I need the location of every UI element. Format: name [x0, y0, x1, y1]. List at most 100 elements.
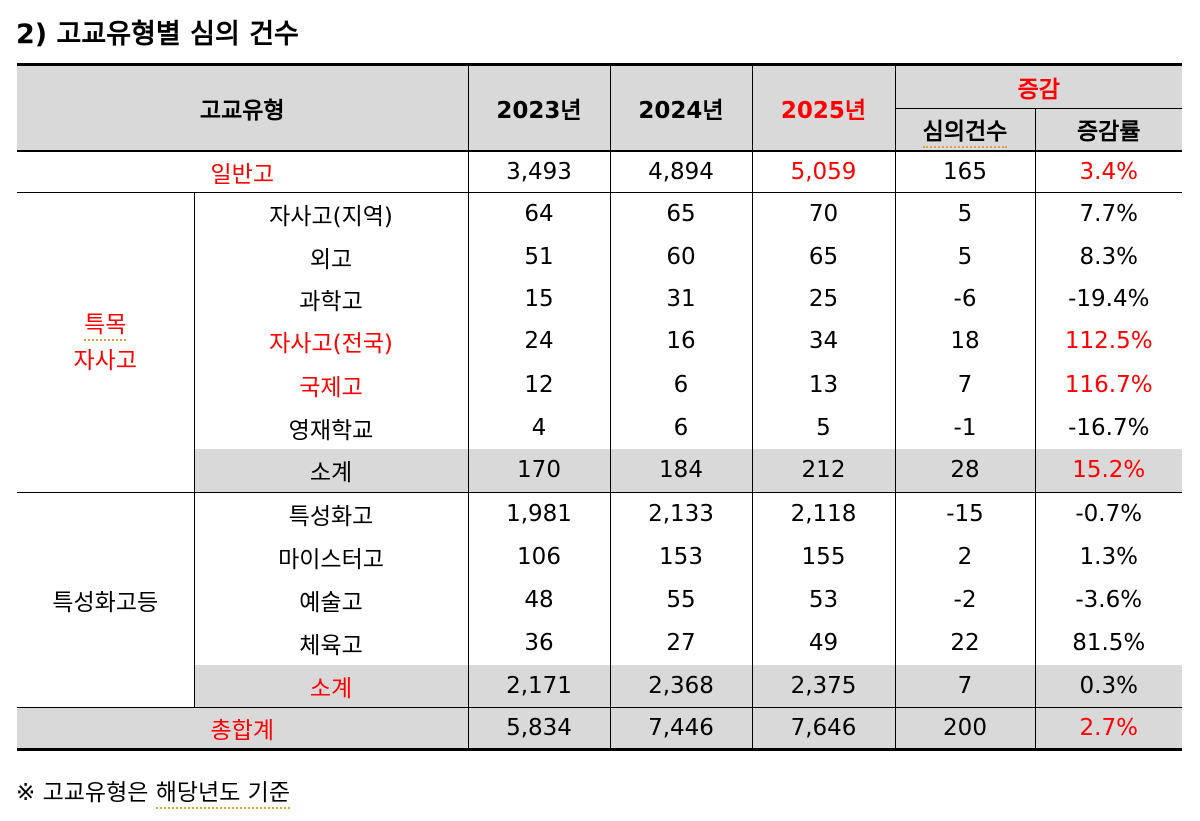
row-label: 소계: [193, 664, 469, 708]
cell-2023: 3,493: [467, 150, 611, 193]
cell-2025: 7,646: [751, 707, 896, 750]
group-label-line2: 자사고: [73, 347, 137, 374]
header-count: 심의건수: [894, 108, 1036, 151]
row-label-total: 총합계: [17, 707, 469, 750]
cell-rate: 8.3%: [1034, 234, 1182, 279]
row-label: 자사고(전국): [193, 319, 469, 363]
table-row: 특목 자사고 자사고(지역) 64 65 70 5 7.7%: [17, 192, 1182, 493]
total-row: 총합계 5,834 7,446 7,646 200 2.7%: [17, 707, 1182, 750]
table-row: 외고 51 60 65 5 8.3%: [17, 234, 1182, 279]
cell-2023: 64: [467, 192, 611, 235]
cell-count: -2: [894, 578, 1036, 622]
cell-count: -6: [894, 278, 1036, 320]
cell-2023: 106: [467, 534, 611, 579]
cell-2025: 70: [751, 192, 896, 235]
header-type: 고교유형: [17, 64, 469, 151]
cell-2024: 6: [609, 406, 753, 449]
row-label: 영재학교: [193, 406, 469, 449]
page-title: 2) 고교유형별 심의 건수: [16, 19, 299, 50]
row-label: 과학고: [193, 278, 469, 320]
cell-2025: 13: [751, 362, 896, 407]
cell-rate: 15.2%: [1034, 448, 1182, 493]
row-label-general: 일반고: [17, 150, 469, 193]
cell-2024: 27: [609, 621, 753, 665]
cell-count: 200: [894, 707, 1036, 750]
row-label: 예술고: [193, 578, 469, 622]
header-2023: 2023년: [467, 64, 611, 151]
cell-2023: 5,834: [467, 707, 611, 750]
cell-count: 5: [894, 192, 1036, 235]
row-label: 국제고: [193, 362, 469, 407]
cell-2025: 25: [751, 278, 896, 320]
cell-2023: 2,171: [467, 664, 611, 708]
cell-rate: 7.7%: [1034, 192, 1182, 235]
table-row: 과학고 15 31 25 -6 -19.4%: [17, 278, 1182, 320]
cell-2024: 55: [609, 578, 753, 622]
cell-2025: 155: [751, 534, 896, 579]
cell-count: 5: [894, 234, 1036, 279]
cell-rate: 1.3%: [1034, 534, 1182, 579]
table-row: 일반고 3,493 4,894 5,059 165 3.4%: [17, 150, 1182, 193]
reference-mark-icon: ※: [16, 780, 36, 806]
row-label: 소계: [193, 448, 469, 493]
cell-count: 7: [894, 362, 1036, 407]
table-row: 마이스터고 106 153 155 2 1.3%: [17, 534, 1182, 579]
cell-2023: 12: [467, 362, 611, 407]
cell-count: -1: [894, 406, 1036, 449]
cell-count: 7: [894, 664, 1036, 708]
table-row: 영재학교 4 6 5 -1 -16.7%: [17, 406, 1182, 449]
group-label-special: 특목 자사고: [17, 192, 195, 493]
cell-2023: 24: [467, 319, 611, 363]
cell-2024: 65: [609, 192, 753, 235]
table-row: 국제고 12 6 13 7 116.7%: [17, 362, 1182, 407]
cell-2025: 5,059: [751, 150, 896, 193]
cell-2024: 2,133: [609, 492, 753, 535]
cell-count: 28: [894, 448, 1036, 493]
row-label: 마이스터고: [193, 534, 469, 579]
header-count-label: 심의건수: [922, 119, 1008, 149]
header-rate: 증감률: [1034, 108, 1182, 151]
cell-2025: 53: [751, 578, 896, 622]
table-row: 예술고 48 55 53 -2 -3.6%: [17, 578, 1182, 622]
group-label-vocational: 특성화고등: [17, 492, 195, 708]
cell-rate: 81.5%: [1034, 621, 1182, 665]
table-row: 자사고(전국) 24 16 34 18 112.5%: [17, 319, 1182, 363]
cell-2024: 7,446: [609, 707, 753, 750]
cell-count: -15: [894, 492, 1036, 535]
cell-rate: 3.4%: [1034, 150, 1182, 193]
cell-2024: 153: [609, 534, 753, 579]
cell-rate: -19.4%: [1034, 278, 1182, 320]
cell-2023: 15: [467, 278, 611, 320]
row-label: 자사고(지역): [193, 192, 469, 235]
row-label: 체육고: [193, 621, 469, 665]
cell-2024: 6: [609, 362, 753, 407]
footnote-text-2: 해당년도 기준: [155, 780, 290, 809]
subtotal-row: 소계 2,171 2,368 2,375 7 0.3%: [17, 664, 1182, 708]
cell-count: 22: [894, 621, 1036, 665]
row-label: 특성화고: [193, 492, 469, 535]
cell-count: 18: [894, 319, 1036, 363]
cell-rate: 2.7%: [1034, 707, 1182, 750]
group-label-line1: 특목: [84, 311, 127, 341]
cell-2023: 48: [467, 578, 611, 622]
header-2025: 2025년: [751, 64, 896, 151]
cell-rate: 116.7%: [1034, 362, 1182, 407]
cell-rate: -0.7%: [1034, 492, 1182, 535]
cell-2023: 4: [467, 406, 611, 449]
cell-2024: 31: [609, 278, 753, 320]
table-row: 특성화고등 특성화고 1,981 2,133 2,118 -15 -0.7%: [17, 492, 1182, 708]
cell-2023: 170: [467, 448, 611, 493]
header-change: 증감: [894, 64, 1182, 109]
cell-2023: 36: [467, 621, 611, 665]
footnote-text-1: 고교유형은: [42, 780, 149, 806]
cell-2023: 1,981: [467, 492, 611, 535]
cell-2025: 2,118: [751, 492, 896, 535]
cell-2025: 5: [751, 406, 896, 449]
footnote: ※ 고교유형은 해당년도 기준: [16, 773, 290, 809]
row-label: 외고: [193, 234, 469, 279]
cell-2023: 51: [467, 234, 611, 279]
cell-rate: -3.6%: [1034, 578, 1182, 622]
cell-2025: 34: [751, 319, 896, 363]
header-2024: 2024년: [609, 64, 753, 151]
cell-rate: 112.5%: [1034, 319, 1182, 363]
